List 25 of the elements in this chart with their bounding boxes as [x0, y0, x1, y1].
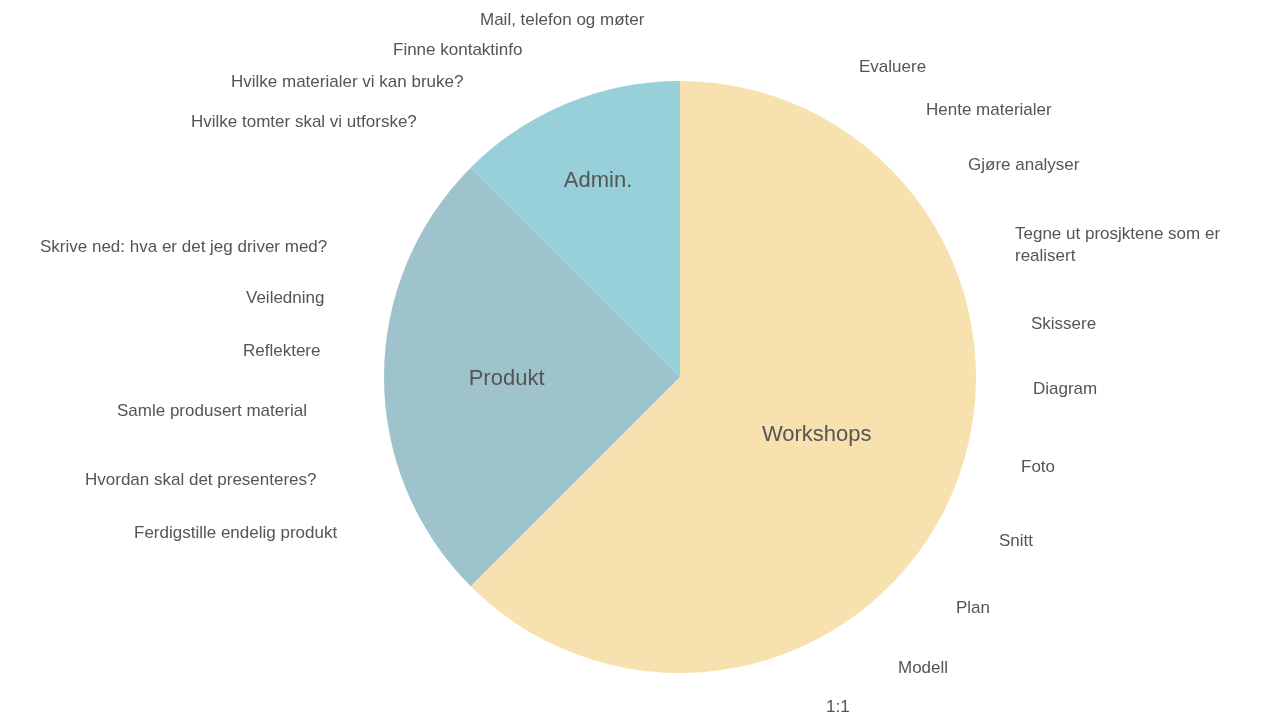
pie-slice — [384, 167, 680, 587]
text: Snitt — [999, 531, 1034, 550]
text: Hvordan skal det presenteres? — [85, 470, 317, 489]
text: Foto — [1021, 457, 1056, 476]
text: Finne kontaktinfo — [393, 40, 523, 59]
text: Reflektere — [243, 341, 321, 360]
slice-label: Admin. — [563, 166, 633, 192]
text: Tegne ut prosjktene som er realisert — [1015, 224, 1221, 266]
text: Plan — [956, 598, 991, 617]
text: Diagram — [1033, 379, 1098, 398]
text: 1:1 — [826, 697, 850, 716]
text: Ferdigstille endelig produkt — [134, 523, 338, 542]
text: Gjøre analyser — [968, 155, 1080, 174]
slice-label: Produkt — [468, 364, 545, 390]
text: Hente materialer — [926, 100, 1052, 119]
text: Hvilke tomter skal vi utforske? — [191, 112, 417, 131]
text: Evaluere — [859, 57, 927, 76]
text: Mail, telefon og møter — [480, 10, 645, 29]
text: Skrive ned: hva er det jeg driver med? — [40, 237, 328, 256]
text: Veiledning — [246, 288, 325, 307]
text: Skissere — [1031, 314, 1097, 333]
slice-label: Workshops — [761, 421, 872, 447]
text: Hvilke materialer vi kan bruke? — [231, 72, 464, 91]
text: Modell — [898, 658, 949, 677]
text: Samle produsert material — [117, 401, 307, 420]
